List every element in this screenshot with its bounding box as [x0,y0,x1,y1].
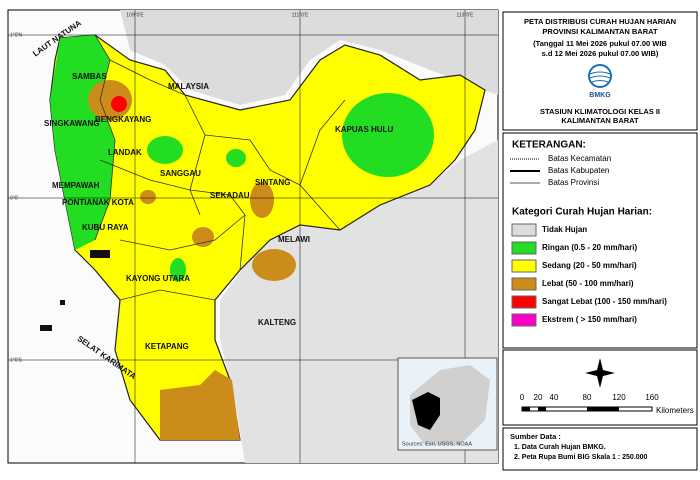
place-label: MEMPAWAH [52,181,100,190]
legend-label: Batas Provinsi [548,178,599,187]
scale-label: 80 [583,393,592,402]
category-label: Sangat Lebat (100 - 150 mm/hari) [542,297,667,306]
inset-map: Sources: Esri, USGS, NOAA [397,357,498,451]
category-label: Tidak Hujan [542,225,587,234]
scale-label: 0 [520,393,525,402]
place-label: PONTIANAK KOTA [62,198,134,207]
scale-label: 120 [612,393,626,402]
station: KALIMANTAN BARAT [561,116,639,125]
coord-label: 109°0'E [126,12,144,18]
place-label: SINTANG [255,178,290,187]
source-title: Sumber Data : [510,432,561,441]
title-line: PROVINSI KALIMANTAN BARAT [542,27,658,36]
scale-label: 40 [550,393,559,402]
place-label: SEKADAU [210,191,250,200]
legend-title: KETERANGAN: [512,140,586,151]
place-label: KETAPANG [145,342,189,351]
source-line: 1. Data Curah Hujan BMKG. [514,444,606,451]
scale-label: 20 [534,393,543,402]
category-label: Lebat (50 - 100 mm/hari) [542,279,634,288]
legend-panel: KETERANGAN: Batas Kecamatan Batas Kabupa… [502,132,698,349]
place-label: KUBU RAYA [82,223,129,232]
scale-label: 160 [645,393,659,402]
legend-label: Batas Kecamatan [548,154,611,163]
place-label: KAPUAS HULU [335,125,393,134]
title-line: (Tanggal 11 Mei 2026 pukul 07.00 WIB [533,39,667,48]
scale-unit: Kilometers [656,406,694,415]
place-label: SINGKAWANG [44,119,100,128]
source-panel: Sumber Data : 1. Data Curah Hujan BMKG. … [502,427,698,471]
coord-label: 1°0'S [10,357,23,363]
place-label: SAMBAS [72,72,107,81]
coord-label: 113°0'E [456,12,474,18]
title-panel: PETA DISTRIBUSI CURAH HUJAN HARIAN PROVI… [502,11,698,131]
place-label: BENGKAYANG [95,115,151,124]
logo-text: BMKG [589,92,611,99]
coord-label: 1°0'N [10,32,23,38]
title-line: s.d 12 Mei 2026 pukul 07.00 WIB) [542,49,659,58]
coord-label: 0°0' [10,195,19,201]
category-label: Sedang (20 - 50 mm/hari) [542,261,637,270]
scale-panel: 0 20 40 80 120 160 Kilometers [502,349,698,426]
place-label: MALAYSIA [168,82,209,91]
category-label: Ekstrem ( > 150 mm/hari) [542,315,637,324]
place-label: KAYONG UTARA [126,274,190,283]
legend-label: Batas Kabupaten [548,166,609,175]
category-title: Kategori Curah Hujan Harian: [512,207,652,218]
place-label: KALTENG [258,318,296,327]
inset-credit: Sources: Esri, USGS, NOAA [402,441,472,447]
place-label: LANDAK [108,148,142,157]
source-line: 2. Peta Rupa Bumi BIG Skala 1 : 250.000 [514,454,648,461]
coord-label: 111°0'E [292,12,309,18]
title-line: PETA DISTRIBUSI CURAH HUJAN HARIAN [524,17,676,26]
category-label: Ringan (0.5 - 20 mm/hari) [542,243,637,252]
place-label: SANGGAU [160,169,201,178]
place-label: MELAWI [278,235,310,244]
station: STASIUN KLIMATOLOGI KELAS II [540,107,660,116]
